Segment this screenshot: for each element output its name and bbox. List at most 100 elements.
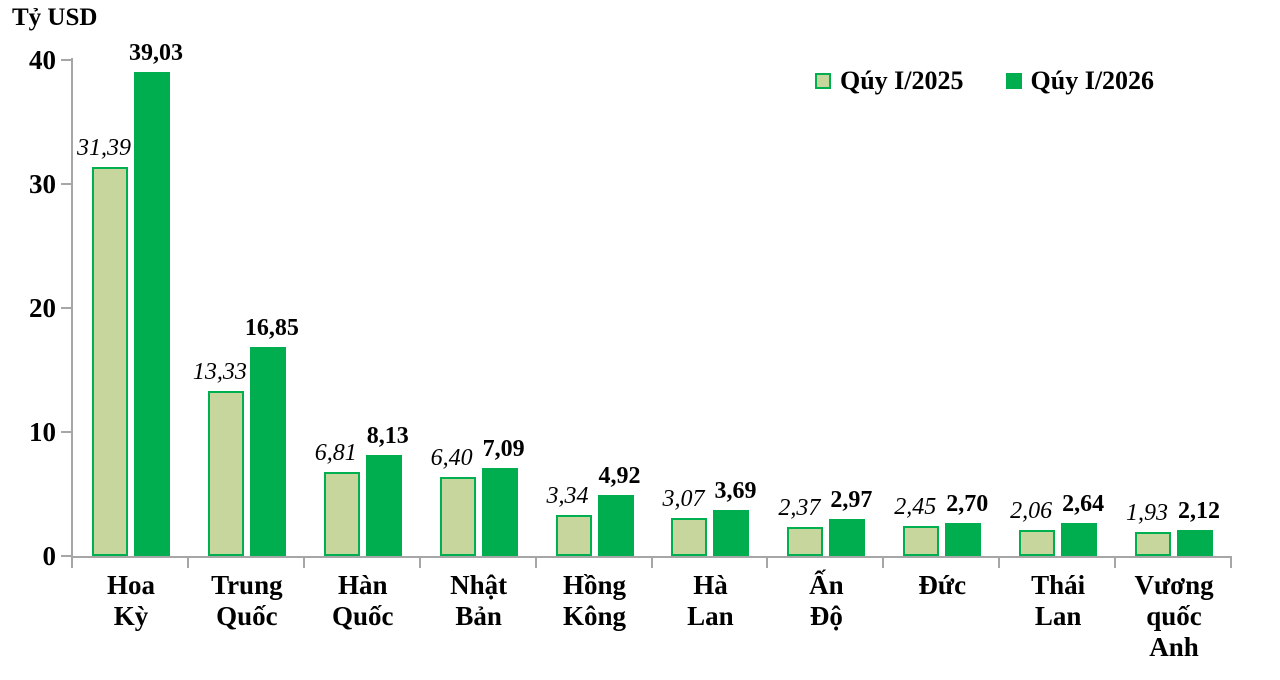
value-label-2025: 1,93 [1126, 500, 1169, 527]
y-tick-label: 10 [29, 417, 56, 447]
bar-quy-i-2026 [1177, 529, 1214, 556]
bar-quy-i-2026 [829, 519, 866, 556]
value-label-2025: 3,34 [546, 482, 589, 509]
value-label-2026: 3,69 [714, 478, 757, 505]
category-label-line: Anh [1149, 632, 1199, 662]
y-axis-line [71, 58, 73, 556]
category-label-line: Độ [809, 601, 843, 631]
value-label-2026: 2,97 [830, 487, 873, 514]
bar-quy-i-2025 [903, 525, 940, 556]
value-label-2025: 2,45 [894, 493, 937, 520]
bar-quy-i-2026 [1061, 523, 1098, 556]
y-tick [61, 555, 71, 557]
y-tick [61, 431, 71, 433]
y-tick [61, 59, 71, 61]
category-label-line: Hồng [563, 570, 627, 600]
y-axis-unit-label: Tỷ USD [12, 4, 98, 31]
legend-item-quy-i-2025: Qúy I/2025 [815, 68, 964, 94]
category-label: Hà Lan [653, 570, 769, 632]
category-label-line: Nhật [450, 570, 508, 600]
value-label-2025: 2,06 [1010, 498, 1053, 525]
bar-quy-i-2025 [323, 471, 360, 556]
x-tick [302, 556, 305, 568]
x-tick [186, 556, 189, 568]
category-label-line: Hàn [337, 570, 388, 600]
bar-quy-i-2026 [597, 494, 634, 556]
x-tick [650, 556, 653, 568]
x-tick [766, 556, 769, 568]
value-label-2026: 2,12 [1178, 497, 1221, 524]
value-label-2026: 39,03 [128, 40, 183, 67]
value-label-2025: 3,07 [662, 485, 705, 512]
category-label: Hàn Quốc [305, 570, 421, 632]
x-tick [1114, 556, 1117, 568]
value-label-2026: 2,64 [1062, 491, 1105, 518]
y-tick [61, 307, 71, 309]
category-label-line: Vương [1134, 570, 1214, 600]
category-label-line: Quốc [216, 601, 278, 631]
category-label: Vương quốc Anh [1116, 570, 1232, 663]
x-tick [418, 556, 421, 568]
category-label-line: Lan [1034, 601, 1082, 631]
category-label-line: Trung [211, 570, 283, 600]
value-label-2025: 6,81 [314, 439, 357, 466]
bar-quy-i-2026 [133, 72, 170, 556]
value-label-2026: 8,13 [366, 423, 409, 450]
y-tick-label: 30 [29, 169, 56, 199]
category-label: Hoa Kỳ [73, 570, 189, 632]
legend: Qúy I/2025 Qúy I/2026 [815, 68, 1154, 94]
bar-quy-i-2025 [555, 514, 592, 556]
legend-label-2025: Qúy I/2025 [840, 66, 964, 95]
bar-quy-i-2026 [481, 468, 518, 556]
category-label: Ấn Độ [768, 570, 884, 632]
bar-quy-i-2026 [249, 347, 286, 556]
bar-quy-i-2026 [713, 510, 750, 556]
bar-quy-i-2025 [91, 166, 128, 556]
bar-quy-i-2025 [671, 517, 708, 556]
bar-quy-i-2025 [207, 390, 244, 556]
value-label-2026: 16,85 [244, 315, 299, 342]
value-label-2025: 2,37 [778, 494, 821, 521]
bar-quy-i-2026 [365, 455, 402, 556]
category-label-line: Kông [563, 601, 627, 631]
category-label: Thái Lan [1000, 570, 1116, 632]
category-label: Nhật Bản [421, 570, 537, 632]
category-label: Trung Quốc [189, 570, 305, 632]
legend-swatch-2026-icon [1005, 73, 1022, 89]
category-label-line: Thái [1031, 570, 1086, 600]
legend-item-quy-i-2026: Qúy I/2026 [1005, 66, 1155, 95]
value-label-2025: 31,39 [76, 134, 131, 161]
x-tick [882, 556, 885, 568]
x-tick [998, 556, 1001, 568]
category-label: Đức [884, 570, 1000, 601]
bar-quy-i-2025 [1019, 530, 1056, 556]
value-label-2026: 2,70 [946, 490, 989, 517]
value-label-2026: 7,09 [482, 436, 525, 463]
bar-quy-i-2026 [945, 522, 982, 556]
bar-quy-i-2025 [787, 526, 824, 556]
category-label-line: Đức [918, 570, 967, 600]
category-label-line: quốc [1146, 601, 1202, 631]
x-tick [71, 556, 73, 568]
y-tick-label: 0 [42, 541, 57, 571]
category-label-line: Bản [455, 601, 502, 631]
category-label-line: Ấn [809, 570, 844, 600]
x-tick [1230, 556, 1232, 568]
bar-quy-i-2025 [1135, 532, 1172, 556]
category-label-line: Hà [693, 570, 728, 600]
category-label-line: Lan [687, 601, 734, 631]
legend-label-2026: Qúy I/2026 [1030, 66, 1155, 95]
category-label-line: Quốc [331, 601, 394, 631]
y-tick-label: 20 [29, 293, 56, 323]
y-tick-label: 40 [29, 45, 56, 75]
category-label: Hồng Kông [537, 570, 653, 632]
bar-quy-i-2025 [439, 476, 476, 556]
category-label-line: Hoa [106, 570, 155, 600]
category-label-line: Kỳ [113, 601, 149, 631]
value-label-2026: 4,92 [598, 462, 641, 489]
value-label-2025: 13,33 [192, 358, 247, 385]
legend-swatch-2025-icon [815, 73, 831, 89]
value-label-2025: 6,40 [430, 444, 473, 471]
y-tick [61, 183, 71, 185]
